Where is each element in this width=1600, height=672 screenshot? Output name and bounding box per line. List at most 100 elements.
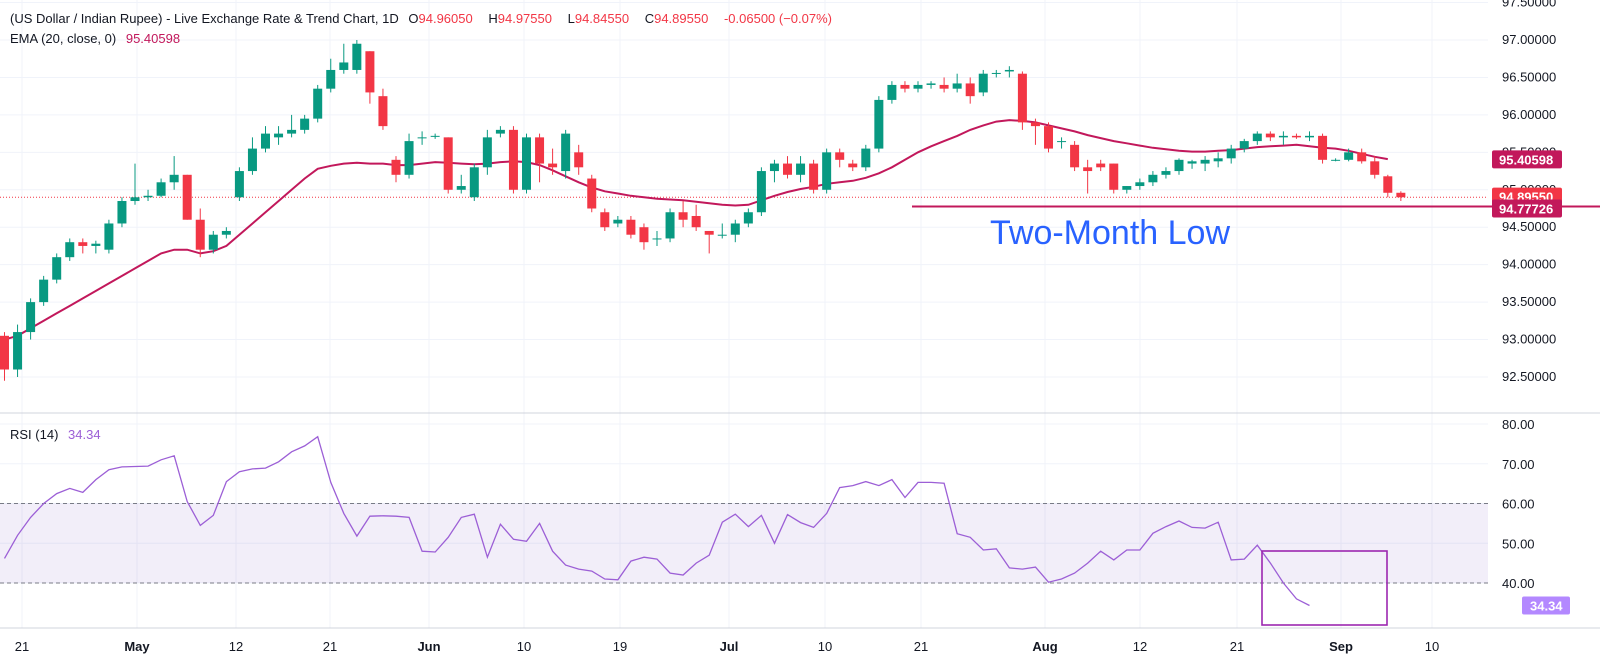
candle xyxy=(835,148,845,168)
candle xyxy=(430,133,440,139)
candle xyxy=(1252,131,1262,145)
candle-body xyxy=(430,135,440,137)
candle xyxy=(809,159,819,194)
candle-body xyxy=(274,133,284,138)
candle-body xyxy=(417,137,427,139)
candle-body xyxy=(39,279,49,303)
candle-body xyxy=(1200,159,1210,164)
candle xyxy=(234,167,244,202)
time-tick-label: 10 xyxy=(517,639,531,654)
candle-body xyxy=(900,84,910,89)
candle-body xyxy=(769,163,779,172)
time-tick-label: 21 xyxy=(323,639,337,654)
candle-body xyxy=(1030,122,1040,127)
candle xyxy=(1396,191,1406,202)
rsi-value-box xyxy=(1522,596,1570,615)
candle-body xyxy=(495,129,505,134)
candle xyxy=(78,238,88,254)
candle xyxy=(339,43,349,74)
symbol-legend: (US Dollar / Indian Rupee) - Live Exchan… xyxy=(10,11,838,26)
candle xyxy=(495,126,505,138)
time-tick-label: Jun xyxy=(417,639,440,654)
candle xyxy=(926,81,936,89)
ema-legend[interactable]: EMA (20, close, 0) 95.40598 xyxy=(10,31,186,46)
candle xyxy=(391,156,401,183)
time-tick-label: Jul xyxy=(720,639,739,654)
candle-body xyxy=(352,43,362,70)
price-axis[interactable]: 92.50000 93.00000 93.50000 94.00000 94.50000… xyxy=(1492,0,1562,384)
candle-body xyxy=(117,201,127,224)
candle-body xyxy=(482,137,492,168)
rsi-value: 34.34 xyxy=(68,427,101,442)
candle-body xyxy=(1109,163,1119,190)
candle-body xyxy=(665,212,675,239)
candle-body xyxy=(143,195,153,198)
price-label-text: 94.77726 xyxy=(1499,201,1553,216)
candle-body xyxy=(104,223,114,250)
candle xyxy=(561,129,571,179)
time-tick-label: Aug xyxy=(1032,639,1057,654)
candle xyxy=(900,81,910,93)
rsi-line xyxy=(3,435,1310,607)
candle xyxy=(274,126,284,145)
candle-body xyxy=(26,302,36,333)
candle-body xyxy=(704,230,714,235)
candle-body xyxy=(548,163,558,168)
candle xyxy=(1383,174,1393,198)
candle xyxy=(522,133,531,194)
candle xyxy=(195,208,205,258)
candle-body xyxy=(1122,186,1132,190)
time-tick-label: 19 xyxy=(613,639,627,654)
candle-body xyxy=(91,243,101,246)
candle xyxy=(1161,167,1171,179)
candle xyxy=(1083,159,1093,194)
candle-body xyxy=(1017,73,1027,123)
candle-body xyxy=(600,212,610,228)
candle-body xyxy=(574,152,584,168)
candle-body xyxy=(1044,126,1053,149)
close-label: C xyxy=(644,11,655,26)
candle xyxy=(887,81,897,104)
candle-body xyxy=(1344,152,1354,160)
rsi-label: RSI (14) xyxy=(10,427,59,442)
time-tick-label: 12 xyxy=(229,639,243,654)
candle-body xyxy=(208,234,218,250)
candle-body xyxy=(691,215,701,228)
candle xyxy=(600,208,610,231)
candle-body xyxy=(926,83,936,85)
price-tick-label: 96.00000 xyxy=(1502,107,1556,122)
price-tick-label: 94.00000 xyxy=(1502,257,1556,272)
time-axis[interactable]: 21 May 12 21 Jun 10 19 Jul 10 21 Aug 12 21 Sep 10 xyxy=(15,639,1439,654)
candle-body xyxy=(1187,161,1197,164)
candle xyxy=(1370,156,1380,179)
candle xyxy=(548,148,558,175)
symbol-title[interactable]: (US Dollar / Indian Rupee) - Live Exchan… xyxy=(10,11,399,26)
candle xyxy=(104,219,114,254)
candle xyxy=(861,144,871,172)
candle xyxy=(587,174,597,213)
candle xyxy=(874,96,884,153)
rsi-band xyxy=(0,503,1488,583)
rsi-axis[interactable]: 40.00 50.00 60.00 70.00 80.00 34.34 xyxy=(1502,417,1570,615)
candle xyxy=(482,129,492,175)
time-tick-label: 10 xyxy=(1425,639,1439,654)
candle xyxy=(13,324,23,377)
candle xyxy=(508,126,518,194)
candle-body xyxy=(783,163,792,175)
rsi-value-text: 34.34 xyxy=(1530,598,1563,613)
candle xyxy=(717,223,727,239)
ohlc-close: C94.89550 xyxy=(645,11,715,26)
candle-body xyxy=(1226,148,1236,159)
candle-body xyxy=(939,84,949,89)
candle-body xyxy=(1161,171,1171,175)
candle xyxy=(1200,156,1210,172)
candle xyxy=(378,88,388,130)
candle xyxy=(678,201,688,228)
candle xyxy=(469,163,479,202)
candle xyxy=(39,275,49,306)
rsi-highlight-box xyxy=(1261,550,1388,626)
candle xyxy=(26,298,36,340)
ohlc-high: H94.97550 xyxy=(488,11,558,26)
rsi-legend[interactable]: RSI (14) 34.34 xyxy=(10,427,107,442)
